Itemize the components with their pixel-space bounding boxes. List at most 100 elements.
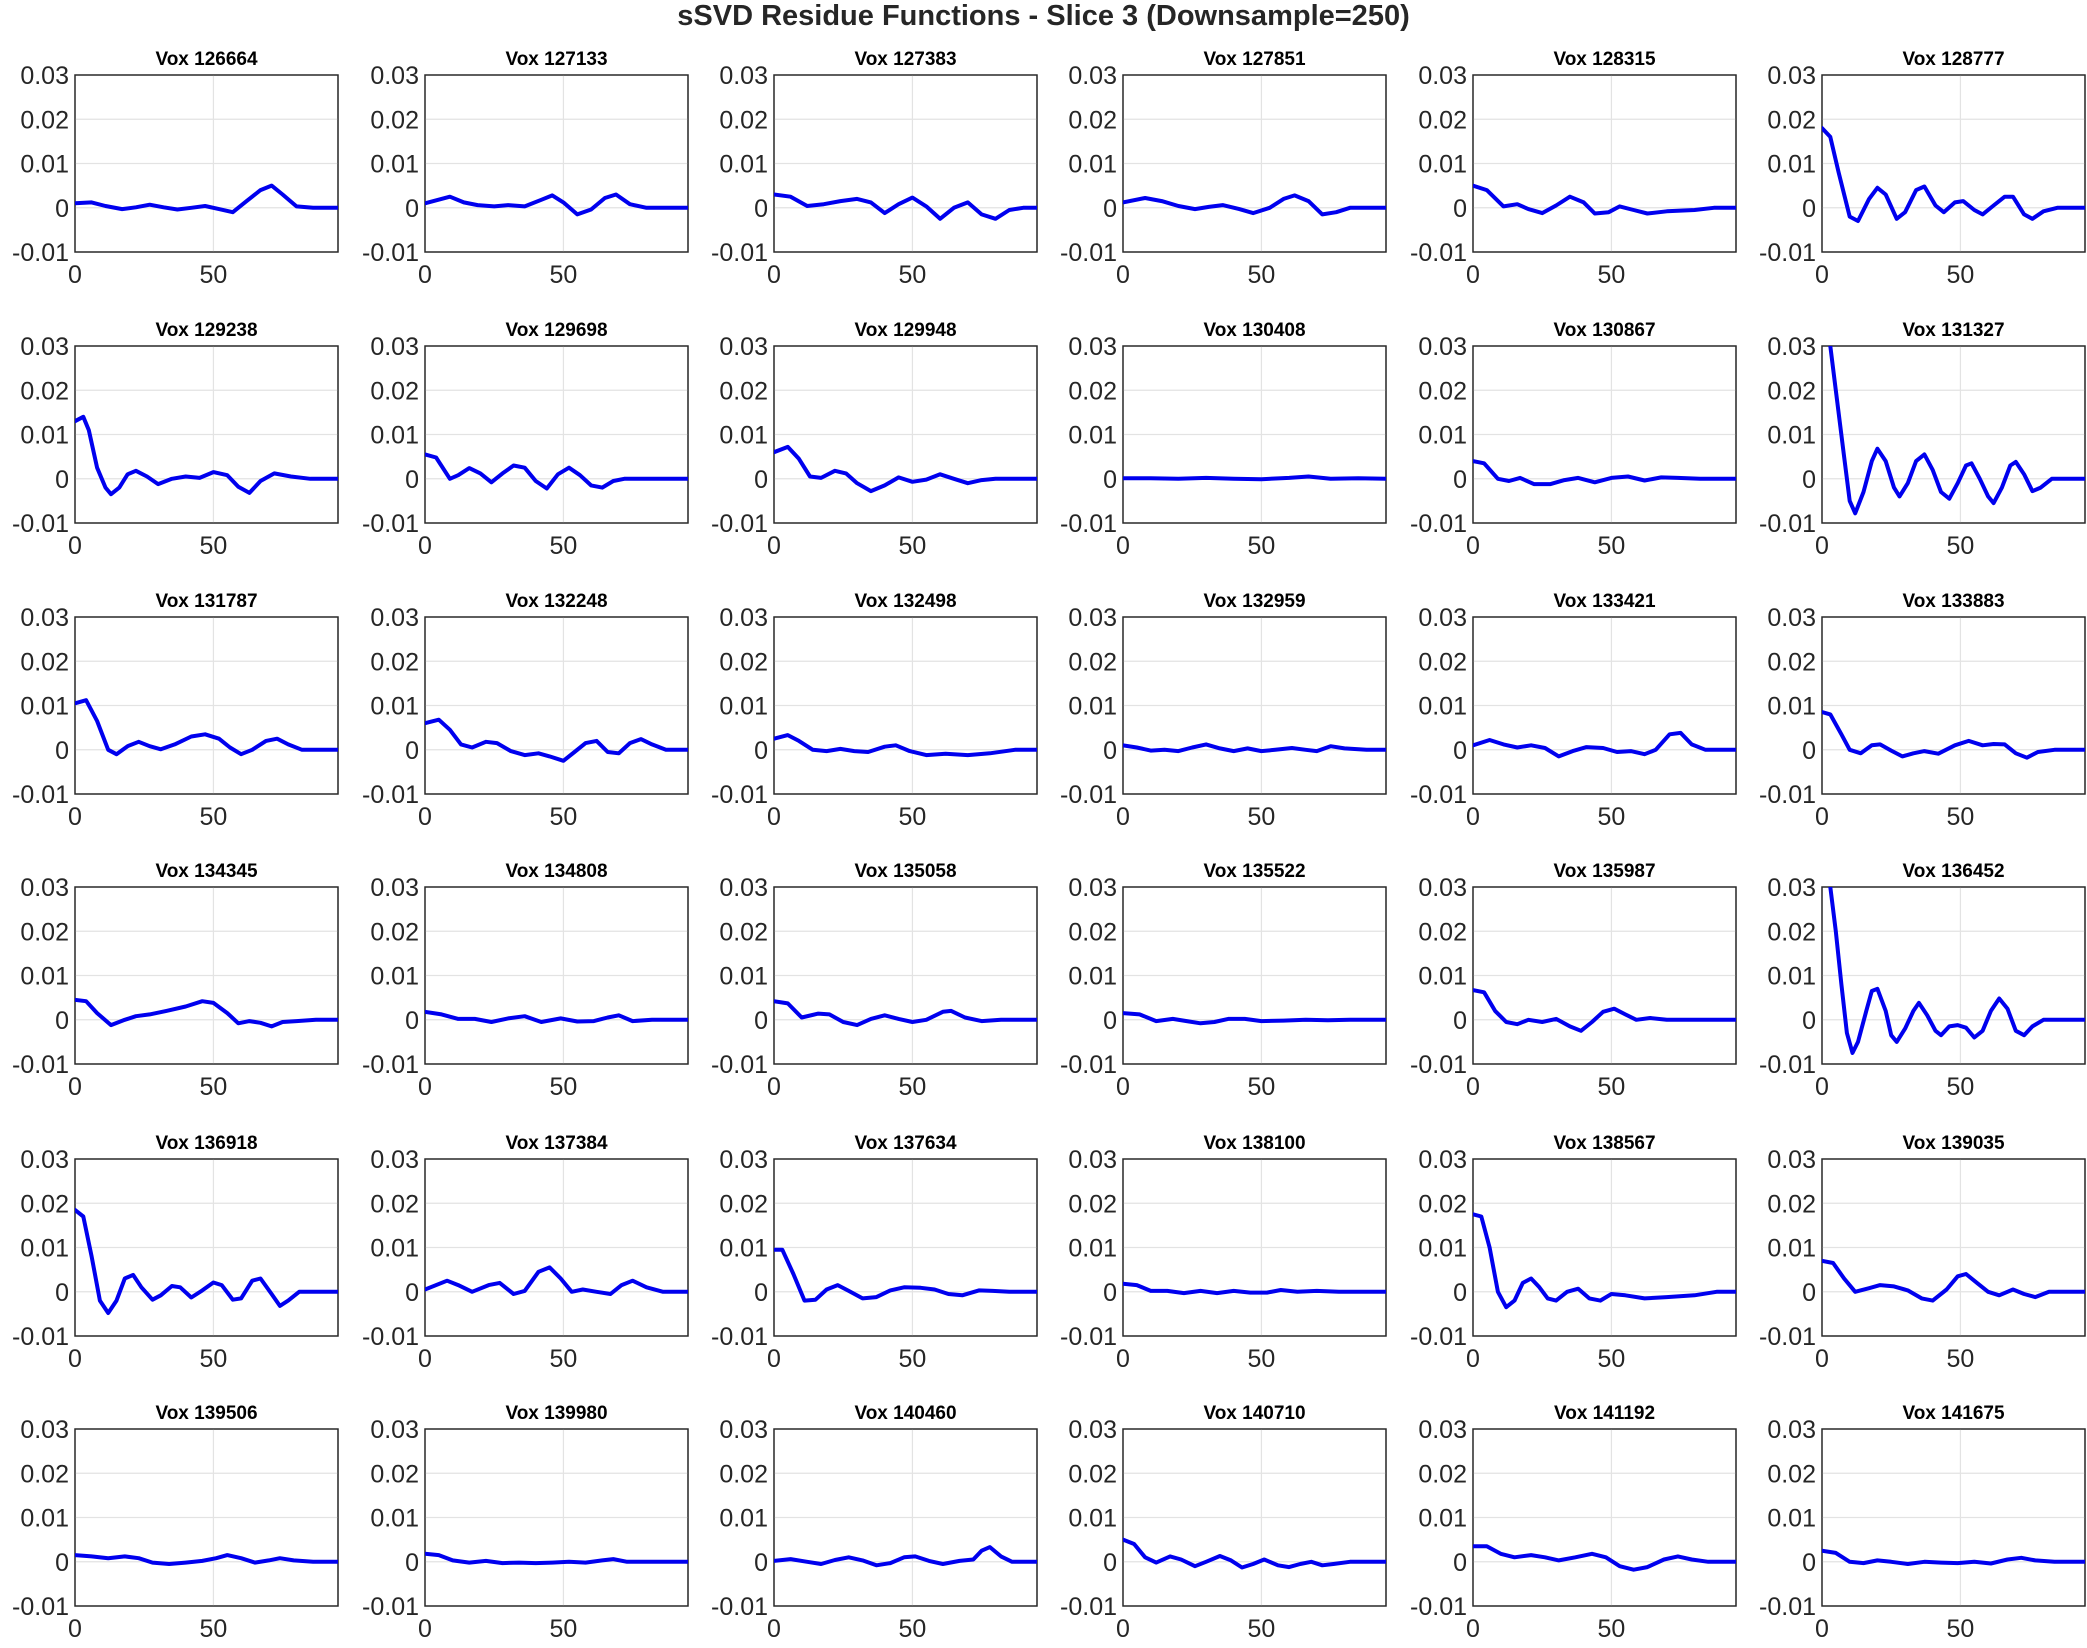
x-tick-label: 50 <box>1248 1073 1276 1101</box>
y-tick-label: -0.01 <box>1060 1593 1117 1621</box>
subplot-title: Vox 131787 <box>155 591 257 612</box>
y-tick-label: 0.02 <box>1767 1190 1816 1218</box>
axes-border <box>424 616 689 795</box>
y-tick-label: 0 <box>754 195 768 223</box>
subplot-title: Vox 139506 <box>155 1403 257 1424</box>
x-tick-label: 0 <box>68 532 82 560</box>
y-tick-label: 0.02 <box>1767 106 1816 134</box>
subplot-title: Vox 138567 <box>1553 1133 1655 1154</box>
subplot-title: Vox 132248 <box>505 591 607 612</box>
y-tick-label: 0.02 <box>1418 1460 1467 1488</box>
subplot-title: Vox 136918 <box>155 1133 257 1154</box>
subplot-title: Vox 140460 <box>854 1403 956 1424</box>
residue-line <box>1123 474 1386 482</box>
x-tick-label: 0 <box>418 261 432 289</box>
y-tick-label: 0.02 <box>20 377 69 405</box>
residue-line <box>774 733 1037 758</box>
axes-border <box>424 886 689 1065</box>
x-tick-label: 50 <box>1598 532 1626 560</box>
x-tick-label: 50 <box>200 532 228 560</box>
x-tick-label: 50 <box>899 532 927 560</box>
y-tick-label: 0.03 <box>20 333 69 361</box>
x-tick-label: 0 <box>1815 261 1829 289</box>
x-tick-label: 50 <box>899 803 927 831</box>
y-tick-label: 0.02 <box>370 918 419 946</box>
x-tick-label: 50 <box>1598 1615 1626 1643</box>
residue-line <box>1473 1544 1736 1572</box>
y-tick-label: 0.01 <box>1767 422 1816 450</box>
x-tick-label: 50 <box>1947 261 1975 289</box>
y-tick-label: -0.01 <box>1060 239 1117 267</box>
y-tick-label: -0.01 <box>1759 1323 1816 1351</box>
x-tick-label: 50 <box>550 1615 578 1643</box>
subplot-title: Vox 135522 <box>1203 861 1305 882</box>
y-tick-label: 0.02 <box>20 1190 69 1218</box>
y-tick-label: 0 <box>1453 1549 1467 1577</box>
y-tick-label: 0 <box>1802 1007 1816 1035</box>
residue-line <box>1123 1537 1386 1570</box>
y-tick-label: 0.03 <box>370 62 419 90</box>
y-tick-label: 0.01 <box>20 1505 69 1533</box>
x-tick-label: 0 <box>1815 803 1829 831</box>
subplot-title: Vox 137634 <box>854 1133 957 1154</box>
axes-border <box>74 1428 339 1607</box>
y-tick-label: 0 <box>1103 1549 1117 1577</box>
residue-line <box>75 183 338 215</box>
axes-border <box>773 616 1038 795</box>
x-tick-label: 50 <box>1947 1345 1975 1373</box>
y-tick-label: 0 <box>405 737 419 765</box>
y-tick-label: 0.01 <box>1418 693 1467 721</box>
y-tick-label: 0.01 <box>719 151 768 179</box>
y-tick-label: 0.02 <box>370 1190 419 1218</box>
axes-border <box>1472 616 1737 795</box>
y-tick-label: 0.02 <box>1068 1190 1117 1218</box>
y-tick-label: 0.03 <box>20 604 69 632</box>
y-tick-label: 0.02 <box>719 1190 768 1218</box>
y-tick-label: 0.01 <box>20 151 69 179</box>
y-tick-label: 0.01 <box>1068 1235 1117 1263</box>
residue-line <box>1822 710 2085 760</box>
axes-border <box>424 1158 689 1337</box>
y-tick-label: 0.01 <box>370 1505 419 1533</box>
y-tick-label: 0 <box>55 195 69 223</box>
y-tick-label: 0.03 <box>1767 1146 1816 1174</box>
y-tick-label: 0.01 <box>1068 422 1117 450</box>
residue-line <box>774 192 1037 221</box>
y-tick-label: 0.02 <box>719 1460 768 1488</box>
y-tick-label: 0 <box>1802 466 1816 494</box>
x-tick-label: 0 <box>1116 261 1130 289</box>
subplot-title: Vox 130408 <box>1203 320 1305 341</box>
y-tick-label: 0 <box>405 466 419 494</box>
residue-line <box>425 452 688 491</box>
residue-line <box>1473 1212 1736 1310</box>
y-tick-label: 0.02 <box>1068 648 1117 676</box>
axes-border <box>1472 886 1737 1065</box>
y-tick-label: 0.02 <box>1767 1460 1816 1488</box>
y-tick-label: 0 <box>1802 737 1816 765</box>
y-tick-label: -0.01 <box>362 1051 419 1079</box>
y-tick-label: -0.01 <box>362 1593 419 1621</box>
y-tick-label: 0 <box>754 466 768 494</box>
x-tick-label: 0 <box>1815 1073 1829 1101</box>
y-tick-label: 0 <box>1453 1007 1467 1035</box>
x-tick-label: 50 <box>1248 803 1276 831</box>
y-tick-label: 0.01 <box>719 1235 768 1263</box>
y-tick-label: 0.01 <box>719 963 768 991</box>
x-tick-label: 0 <box>418 1615 432 1643</box>
subplot-title: Vox 132498 <box>854 591 956 612</box>
y-tick-label: 0 <box>1103 466 1117 494</box>
y-tick-label: 0.03 <box>719 874 768 902</box>
y-tick-label: -0.01 <box>1060 781 1117 809</box>
residue-line <box>1822 126 2085 223</box>
residue-line <box>1822 1548 2085 1566</box>
y-tick-label: 0.01 <box>1767 1505 1816 1533</box>
y-tick-label: 0.03 <box>1767 62 1816 90</box>
